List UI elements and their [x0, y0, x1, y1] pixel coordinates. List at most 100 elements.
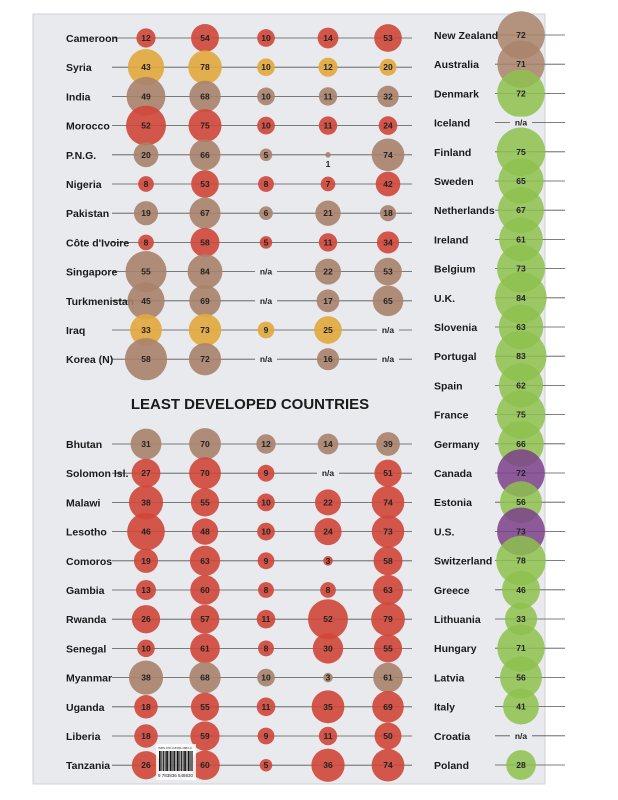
- bubble: [258, 582, 274, 598]
- value-label: 72: [200, 354, 210, 364]
- bubble: [257, 727, 275, 745]
- value-label: 57: [200, 614, 210, 624]
- country-label: Italy: [434, 702, 455, 714]
- bubble: [131, 458, 161, 488]
- value-label: 60: [200, 760, 210, 770]
- bubble: [128, 660, 164, 695]
- value-label: 58: [141, 354, 151, 364]
- value-label: 69: [383, 702, 393, 712]
- bubble: [371, 486, 405, 519]
- country-label: Côte d'Ivoire: [66, 237, 129, 249]
- country-label: Malawi: [66, 497, 101, 509]
- value-label: 38: [141, 673, 151, 683]
- bubble: [497, 449, 545, 497]
- value-label: 34: [383, 237, 393, 247]
- bubble: [323, 672, 333, 683]
- bubble: [189, 197, 221, 229]
- bubble: [257, 58, 275, 77]
- value-label: 3: [326, 556, 331, 566]
- bubble: [125, 251, 167, 293]
- value-label: 10: [261, 121, 271, 131]
- country-label: Pakistan: [66, 208, 109, 220]
- bubble: [191, 518, 219, 545]
- barcode-bar: [169, 751, 171, 771]
- barcode-bar: [168, 751, 170, 771]
- value-label: 11: [324, 121, 333, 131]
- value-label: 1: [326, 159, 331, 169]
- country-label: Portugal: [434, 351, 477, 363]
- bubble: [316, 348, 340, 371]
- bubble: [257, 321, 275, 339]
- bubble: [318, 116, 338, 135]
- country-label: Slovenia: [434, 322, 477, 334]
- value-label: 72: [516, 468, 526, 478]
- value-label: 72: [516, 88, 526, 98]
- bubble: [320, 582, 336, 598]
- value-label: 24: [323, 527, 333, 537]
- value-label: 56: [516, 672, 526, 682]
- bubble: [257, 522, 275, 541]
- value-label: 35: [323, 702, 333, 712]
- value-label: 14: [323, 439, 333, 449]
- barcode-bar: [189, 751, 190, 771]
- bubble: [379, 58, 397, 76]
- bubble: [311, 748, 345, 782]
- value-label: 10: [261, 62, 271, 72]
- value-label: 8: [264, 585, 269, 595]
- bubble: [189, 457, 221, 490]
- value-label: 49: [141, 91, 151, 101]
- value-label: 67: [200, 208, 210, 218]
- bubble: [378, 116, 398, 135]
- bubble: [373, 546, 403, 576]
- value-label: 32: [383, 91, 393, 101]
- value-label: 8: [264, 179, 269, 189]
- bubble: [497, 624, 545, 672]
- value-label: 11: [324, 731, 333, 741]
- value-label: 19: [141, 556, 151, 566]
- bubble: [373, 662, 403, 693]
- bubble: [257, 493, 275, 512]
- value-label: 42: [383, 179, 393, 189]
- bubble: [318, 233, 338, 252]
- value-label: 25: [323, 325, 333, 335]
- bubble: [374, 257, 402, 286]
- country-label: Rwanda: [66, 614, 106, 626]
- value-label: 16: [323, 354, 333, 364]
- value-label: 22: [323, 497, 333, 507]
- value-label: 20: [141, 150, 151, 160]
- value-label: 22: [323, 267, 333, 277]
- section-title: LEAST DEVELOPED COUNTRIES: [131, 396, 369, 413]
- bubble: [190, 227, 220, 257]
- value-label: 74: [383, 497, 393, 507]
- bubble: [257, 668, 275, 687]
- value-label: n/a: [260, 267, 273, 277]
- bubble: [376, 432, 400, 456]
- barcode-bar: [160, 751, 161, 771]
- value-label: n/a: [515, 731, 528, 741]
- barcode-isbn: ISBN 978-3-8365-4883-0: [158, 746, 192, 750]
- value-label: 67: [516, 205, 526, 215]
- bubble: [317, 433, 339, 455]
- bubble: [128, 485, 164, 520]
- value-label: 28: [516, 760, 526, 770]
- bubble: [496, 535, 546, 586]
- value-label: 65: [516, 176, 526, 186]
- barcode-bar: [159, 751, 161, 771]
- country-label: Australia: [434, 59, 479, 71]
- country-label: Croatia: [434, 731, 470, 743]
- country-label: Spain: [434, 380, 463, 392]
- value-label: 11: [324, 91, 333, 101]
- value-label: 58: [200, 237, 210, 247]
- value-label: 36: [323, 760, 333, 770]
- country-label: Lithuania: [434, 614, 481, 626]
- bubble: [190, 692, 220, 721]
- barcode-bar: [184, 751, 186, 771]
- country-label: P.N.G.: [66, 150, 96, 162]
- value-label: n/a: [260, 354, 273, 364]
- value-label: 13: [141, 585, 151, 595]
- bubble: [138, 176, 154, 192]
- value-label: 12: [323, 62, 333, 72]
- value-label: 54: [200, 33, 210, 43]
- barcode-bar: [173, 751, 175, 771]
- bubble: [257, 552, 275, 570]
